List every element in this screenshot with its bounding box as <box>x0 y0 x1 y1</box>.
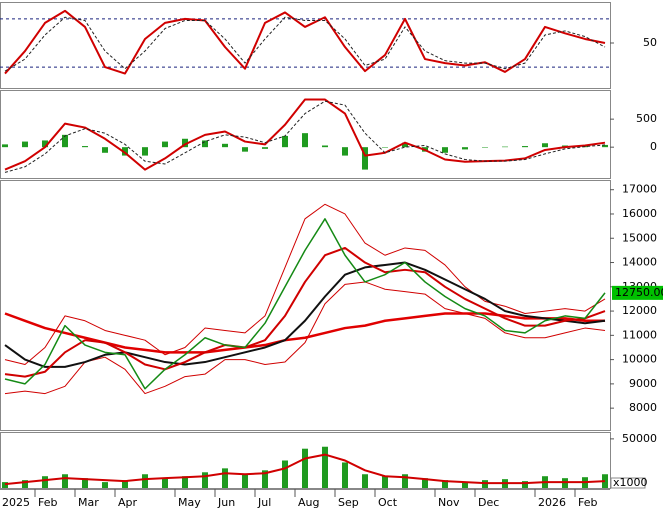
bar <box>462 147 468 150</box>
bar <box>42 476 48 488</box>
bar <box>182 138 188 148</box>
bar <box>422 478 428 488</box>
bar <box>62 134 68 148</box>
bar <box>402 142 408 148</box>
bar <box>402 474 408 488</box>
bar <box>602 144 608 148</box>
bar <box>482 147 488 148</box>
bar <box>302 448 308 488</box>
bar <box>142 147 148 156</box>
bar <box>442 147 448 153</box>
y-tick-label: 0 <box>650 140 657 153</box>
bar <box>142 474 148 488</box>
bar <box>382 476 388 488</box>
bar <box>202 140 208 148</box>
bar <box>362 147 368 170</box>
series-line <box>4 261 606 368</box>
y-tick-label: 8000 <box>629 401 657 414</box>
bar <box>42 140 48 148</box>
x-tick-label: Nov <box>438 496 460 509</box>
x-tick-label: Aug <box>298 496 319 509</box>
y-tick-label: 10000 <box>622 353 657 366</box>
x-tick-label: Oct <box>378 496 398 509</box>
series-line <box>4 281 606 395</box>
series-line <box>4 218 606 390</box>
bar <box>462 482 468 488</box>
x-tick-label: 2026 <box>538 496 566 509</box>
x-tick-label: Mar <box>78 496 99 509</box>
x-tick-label: Jun <box>217 496 235 509</box>
bar <box>2 144 8 148</box>
unit-box <box>610 477 646 489</box>
bar <box>302 133 308 148</box>
bar <box>502 146 508 148</box>
y-tick-label: 11000 <box>622 328 657 341</box>
x-tick-label: 2025 <box>2 496 30 509</box>
y-tick-label: 15000 <box>622 231 657 244</box>
bar <box>522 481 528 488</box>
bar <box>282 135 288 148</box>
bar <box>122 480 128 488</box>
bar <box>342 462 348 488</box>
y-tick-label: 17000 <box>622 183 657 196</box>
last-price-label: 12750.00 <box>615 286 663 299</box>
bar <box>322 145 328 148</box>
bar <box>162 141 168 148</box>
x-tick-label: Feb <box>578 496 597 509</box>
bar <box>182 476 188 488</box>
x-tick-label: Sep <box>338 496 359 509</box>
y-tick-label: 9000 <box>629 377 657 390</box>
bar <box>162 478 168 488</box>
unit-label: x1000 <box>613 476 648 489</box>
bar <box>262 147 268 149</box>
y-tick-label: 500 <box>636 112 657 125</box>
bar <box>82 146 88 148</box>
y-tick-label: 50 <box>643 36 657 49</box>
bar <box>442 480 448 488</box>
bar <box>522 146 528 148</box>
y-tick-label: 14000 <box>622 256 657 269</box>
x-tick-label: Dec <box>478 496 499 509</box>
bar <box>102 147 108 153</box>
series-line <box>4 9 606 75</box>
bar <box>22 480 28 488</box>
bar <box>282 460 288 488</box>
bar <box>2 482 8 488</box>
series-line <box>4 246 606 378</box>
bar <box>82 478 88 488</box>
bar <box>382 147 388 148</box>
bar <box>342 147 348 156</box>
series-line <box>4 100 606 173</box>
y-tick-label: 16000 <box>622 207 657 220</box>
bar <box>62 474 68 488</box>
bar <box>322 446 328 488</box>
bar <box>242 147 248 152</box>
bar <box>122 147 128 156</box>
series-line <box>4 453 606 486</box>
series-line <box>4 16 606 72</box>
x-tick-label: May <box>178 496 201 509</box>
x-tick-label: Feb <box>38 496 57 509</box>
last-price-box <box>612 285 663 300</box>
bar <box>202 472 208 488</box>
y-tick-label: 50000 <box>622 432 657 445</box>
bar <box>362 474 368 488</box>
series-line <box>4 98 606 171</box>
bar <box>22 141 28 148</box>
series-line <box>4 203 606 365</box>
y-tick-label: 12000 <box>622 304 657 317</box>
bar <box>542 143 548 148</box>
x-tick-label: Jul <box>257 496 271 509</box>
bar <box>222 143 228 148</box>
bar <box>102 482 108 488</box>
bar <box>262 470 268 488</box>
bar <box>242 474 248 488</box>
x-tick-label: Apr <box>118 496 138 509</box>
bar <box>222 468 228 488</box>
